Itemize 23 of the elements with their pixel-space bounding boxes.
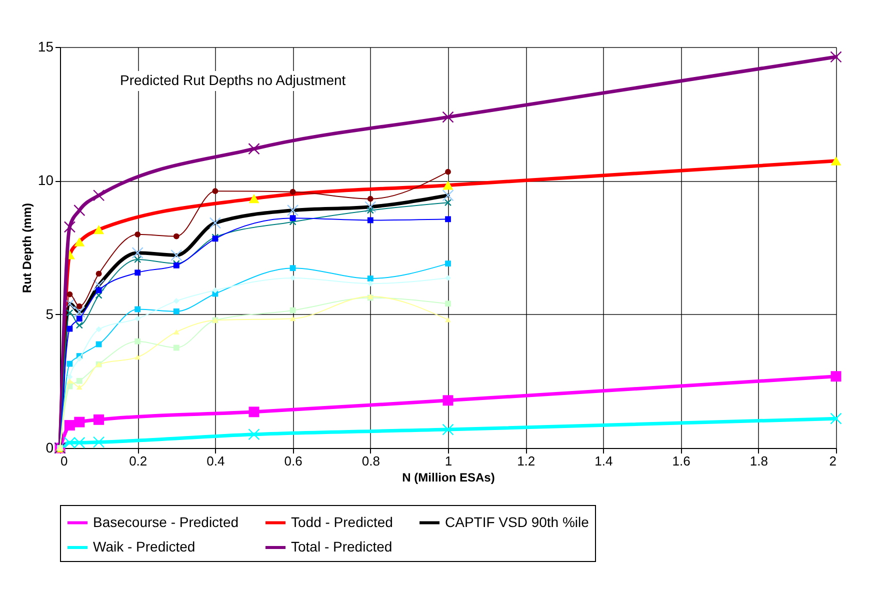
annotation: Predicted Rut Depths no Adjustment: [120, 72, 346, 88]
x-tick-label: 2: [829, 454, 836, 468]
x-tick-label: 0.2: [129, 454, 148, 468]
y-tick-label: 5: [46, 306, 54, 322]
x-tick-label: 1.2: [517, 454, 536, 468]
y-tick-label: 10: [38, 172, 54, 188]
legend-label: Basecourse - Predicted: [93, 514, 239, 530]
legend-label: CAPTIF VSD 90th %ile: [445, 514, 590, 530]
x-tick-label: 1: [444, 454, 452, 468]
x-axis-title: N (Million ESAs): [402, 470, 495, 484]
x-tick-label: 0.8: [362, 454, 380, 468]
x-tick-label: 0: [60, 454, 68, 468]
x-tick-label: 1.4: [594, 454, 613, 468]
legend-label: Total - Predicted: [291, 538, 392, 554]
legend-label: Waik - Predicted: [93, 538, 196, 554]
y-tick-label: 15: [38, 38, 54, 54]
legend-label: Todd - Predicted: [291, 514, 393, 530]
x-tick-label: 1.8: [750, 454, 768, 468]
y-tick-label: 0: [46, 440, 54, 456]
x-tick-label: 0.4: [206, 454, 225, 468]
x-tick-label: 0.6: [284, 454, 302, 468]
y-axis-title: Rut Depth (mm): [20, 203, 34, 293]
x-tick-label: 1.6: [672, 454, 690, 468]
